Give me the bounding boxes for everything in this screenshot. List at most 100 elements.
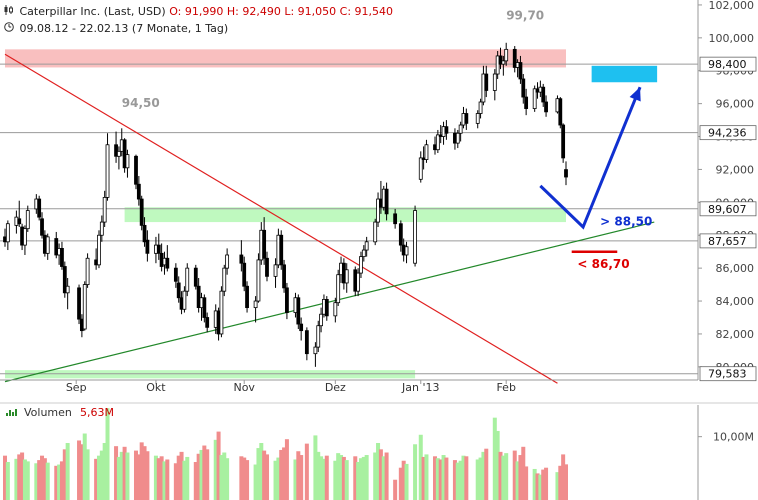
candle-body bbox=[196, 285, 201, 309]
level-marker bbox=[699, 125, 757, 141]
volume-bar bbox=[441, 455, 446, 500]
candle-body bbox=[524, 96, 529, 109]
candle-body bbox=[518, 62, 523, 80]
candle-body bbox=[265, 257, 269, 277]
candle-body bbox=[404, 246, 409, 256]
candle-body bbox=[492, 73, 497, 91]
candle-body bbox=[40, 218, 44, 236]
volume-bar bbox=[17, 454, 22, 500]
volume-bar bbox=[102, 443, 107, 500]
candle-body bbox=[364, 241, 369, 251]
candle-body bbox=[219, 290, 224, 335]
level-marker bbox=[699, 366, 757, 382]
volume-bar bbox=[162, 461, 167, 500]
volume-bar bbox=[282, 447, 287, 500]
volume-bar bbox=[452, 460, 457, 500]
candle-body bbox=[17, 218, 22, 225]
volume-bar bbox=[153, 455, 158, 500]
volume-label: Volumen bbox=[24, 406, 72, 419]
candle-body bbox=[313, 346, 318, 355]
candle-body bbox=[225, 254, 230, 269]
candle-body bbox=[532, 88, 537, 109]
candle-body bbox=[484, 73, 489, 91]
candle-body bbox=[253, 300, 258, 309]
candle-body bbox=[299, 323, 304, 332]
volume-bar bbox=[62, 449, 67, 500]
uptrend-trendline bbox=[4, 221, 655, 383]
volume-bar bbox=[361, 456, 366, 500]
chart-header: Caterpillar Inc. (Last, USD) O: 91,990 H… bbox=[4, 5, 393, 18]
price-tick-label: 100,000 bbox=[709, 32, 755, 45]
volume-bar bbox=[196, 453, 201, 500]
volume-bar bbox=[219, 455, 224, 500]
volume-bar bbox=[518, 455, 523, 500]
price-tick-label: 102,000 bbox=[709, 0, 755, 12]
volume-bar bbox=[404, 463, 409, 500]
month-label: Okt bbox=[146, 381, 166, 394]
volume-bar bbox=[421, 456, 426, 500]
candle-body bbox=[82, 284, 87, 330]
candle-body bbox=[193, 267, 198, 287]
volume-bar bbox=[122, 446, 127, 500]
candle-body bbox=[222, 267, 227, 292]
volume-bar bbox=[564, 464, 568, 500]
instrument-title: Caterpillar Inc. (Last, USD) bbox=[19, 5, 166, 18]
candle-body bbox=[105, 144, 110, 198]
volume-bar bbox=[418, 434, 423, 500]
volume-bar bbox=[173, 463, 178, 500]
volume-bar bbox=[20, 452, 25, 500]
candle-body bbox=[455, 132, 460, 144]
volume-bar bbox=[378, 449, 383, 500]
candle-body bbox=[336, 274, 341, 304]
level-marker bbox=[699, 56, 757, 72]
price-tick-label: 96,000 bbox=[716, 98, 755, 111]
volume-bar bbox=[541, 469, 546, 500]
volume-bar bbox=[159, 456, 164, 500]
month-label: Jan '13 bbox=[401, 381, 439, 394]
volume-bar bbox=[515, 461, 520, 500]
candle-body bbox=[359, 256, 363, 274]
volume-bar bbox=[333, 460, 338, 500]
volume-bar bbox=[125, 452, 130, 500]
volume-bar bbox=[313, 435, 318, 500]
month-label: Dez bbox=[325, 381, 346, 394]
level-label: 79,583 bbox=[708, 368, 747, 381]
candle-body bbox=[156, 244, 161, 254]
volume-bar bbox=[239, 456, 244, 500]
candle-body bbox=[413, 210, 417, 264]
candle-body bbox=[384, 188, 389, 215]
candle-body bbox=[99, 221, 104, 236]
volume-bar bbox=[14, 458, 19, 500]
month-label: Sep bbox=[66, 381, 87, 394]
candle-body bbox=[564, 169, 568, 178]
volume-bar bbox=[279, 449, 284, 500]
volume-bar bbox=[296, 451, 301, 500]
volume-bar bbox=[398, 467, 403, 500]
volume-bar bbox=[376, 443, 381, 500]
volume-bar bbox=[324, 455, 329, 500]
volume-bar bbox=[461, 455, 466, 500]
volume-bar bbox=[356, 462, 361, 500]
volume-bar bbox=[156, 458, 161, 500]
candle-body bbox=[504, 48, 509, 62]
volume-bar bbox=[22, 459, 27, 500]
target-box bbox=[591, 65, 658, 83]
volume-bar bbox=[535, 473, 540, 500]
volume-bar bbox=[498, 451, 503, 500]
candle-body bbox=[134, 155, 138, 185]
price-tick-label: 82,000 bbox=[716, 328, 755, 341]
volume-bar bbox=[116, 456, 121, 500]
candle-body bbox=[424, 144, 429, 160]
volume-bar bbox=[94, 458, 99, 500]
annotation-label: > 88,50 bbox=[600, 214, 652, 228]
volume-bar bbox=[364, 455, 369, 500]
candle-body bbox=[418, 157, 423, 180]
annotation-label: 99,70 bbox=[506, 9, 544, 23]
volume-bar bbox=[544, 467, 549, 500]
candle-body bbox=[458, 124, 463, 134]
volume-bar bbox=[179, 451, 184, 500]
support-zone bbox=[124, 207, 566, 223]
candle-body bbox=[262, 229, 267, 259]
candle-body bbox=[102, 197, 107, 223]
